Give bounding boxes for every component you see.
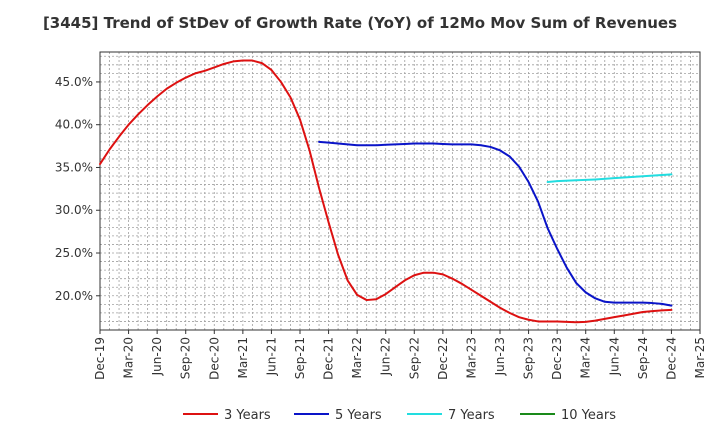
plot-border [99, 51, 701, 331]
x-tick-label: Sep-23 [522, 337, 536, 379]
x-tick-label: Sep-24 [636, 337, 650, 379]
x-tick-label: Dec-24 [664, 337, 678, 380]
legend-label-7-years: 7 Years [448, 408, 495, 423]
x-tick-label: Dec-21 [322, 337, 336, 380]
y-tick-label: 40.0% [55, 118, 93, 132]
series-line-3-years [99, 59, 673, 324]
x-tick-label: Dec-23 [550, 337, 564, 380]
x-tick-label: Jun-20 [150, 337, 164, 376]
legend: 3 Years 5 Years 7 Years 10 Years [183, 408, 616, 423]
x-tick-label: Jun-22 [379, 337, 393, 376]
chart-title: [3445] Trend of StDev of Growth Rate (Yo… [42, 14, 678, 32]
y-tick-label: 45.0% [55, 75, 93, 89]
gridlines [100, 52, 700, 331]
x-tick-label: Mar-24 [579, 337, 593, 378]
series-group [99, 59, 673, 324]
legend-label-5-years: 5 Years [335, 408, 382, 423]
y-tick-label: 30.0% [55, 203, 93, 217]
y-tick-label: 20.0% [55, 289, 93, 303]
plot-area [100, 52, 700, 330]
x-tick-label: Mar-21 [236, 337, 250, 378]
x-tick-label: Jun-23 [493, 337, 507, 376]
x-tick-label: Sep-20 [179, 337, 193, 379]
x-tick-label: Mar-22 [350, 337, 364, 378]
legend-label-3-years: 3 Years [224, 408, 271, 423]
series-line-5-years [318, 140, 673, 307]
y-tick-label: 25.0% [55, 246, 93, 260]
x-tick-label: Dec-20 [207, 337, 221, 380]
x-tick-label: Jun-21 [264, 337, 278, 376]
x-tick-label: Jun-24 [607, 337, 621, 376]
series-line-7-years [546, 173, 673, 184]
x-tick-label: Mar-23 [464, 337, 478, 378]
x-tick-label: Mar-20 [122, 337, 136, 378]
x-tick-label: Mar-25 [693, 337, 707, 378]
x-tick-label: Sep-22 [407, 337, 421, 379]
legend-label-10-years: 10 Years [561, 408, 616, 423]
x-tick-label: Dec-19 [93, 337, 107, 380]
x-tick-label: Dec-22 [436, 337, 450, 380]
y-tick-label: 35.0% [55, 160, 93, 174]
x-tick-label: Sep-21 [293, 337, 307, 379]
